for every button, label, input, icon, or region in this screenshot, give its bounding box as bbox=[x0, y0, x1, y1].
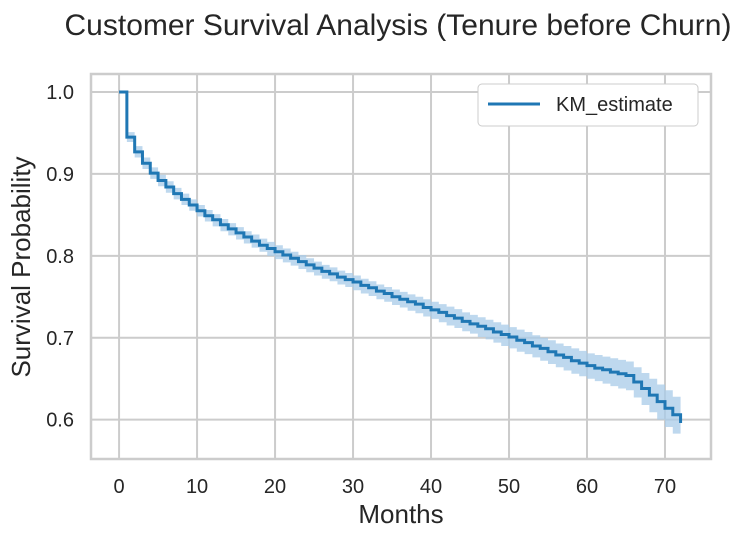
y-tick-label: 0.7 bbox=[46, 328, 74, 350]
chart-title: Customer Survival Analysis (Tenure befor… bbox=[65, 9, 732, 42]
y-tick-label: 1.0 bbox=[46, 82, 74, 104]
legend-label-km-estimate: KM_estimate bbox=[556, 94, 673, 116]
x-tick-label: 50 bbox=[498, 476, 520, 498]
y-tick-label: 0.6 bbox=[46, 410, 74, 432]
confidence-band bbox=[119, 92, 681, 444]
x-tick-label: 30 bbox=[342, 476, 364, 498]
x-tick-label: 70 bbox=[654, 476, 676, 498]
plot-frame bbox=[89, 72, 713, 461]
y-tick-label: 0.8 bbox=[46, 246, 74, 268]
y-tick-label: 0.9 bbox=[46, 164, 74, 186]
x-axis-label: Months bbox=[358, 499, 443, 529]
x-tick-label: 10 bbox=[186, 476, 208, 498]
x-tick-label: 60 bbox=[576, 476, 598, 498]
x-tick-label: 40 bbox=[420, 476, 442, 498]
series-line-km-estimate bbox=[119, 90, 683, 423]
x-tick-label: 0 bbox=[114, 476, 125, 498]
y-axis-label: Survival Probability bbox=[6, 156, 36, 377]
y-axis-ticks: 0.6 0.7 0.8 0.9 1.0 bbox=[46, 82, 74, 432]
legend: KM_estimate bbox=[477, 83, 699, 127]
ci-band-km-estimate bbox=[119, 92, 681, 444]
x-axis-ticks: 0 10 20 30 40 50 60 70 bbox=[114, 476, 677, 498]
series-lines bbox=[119, 90, 683, 423]
x-tick-label: 20 bbox=[264, 476, 286, 498]
grid bbox=[91, 74, 711, 459]
legend-box bbox=[477, 83, 699, 127]
